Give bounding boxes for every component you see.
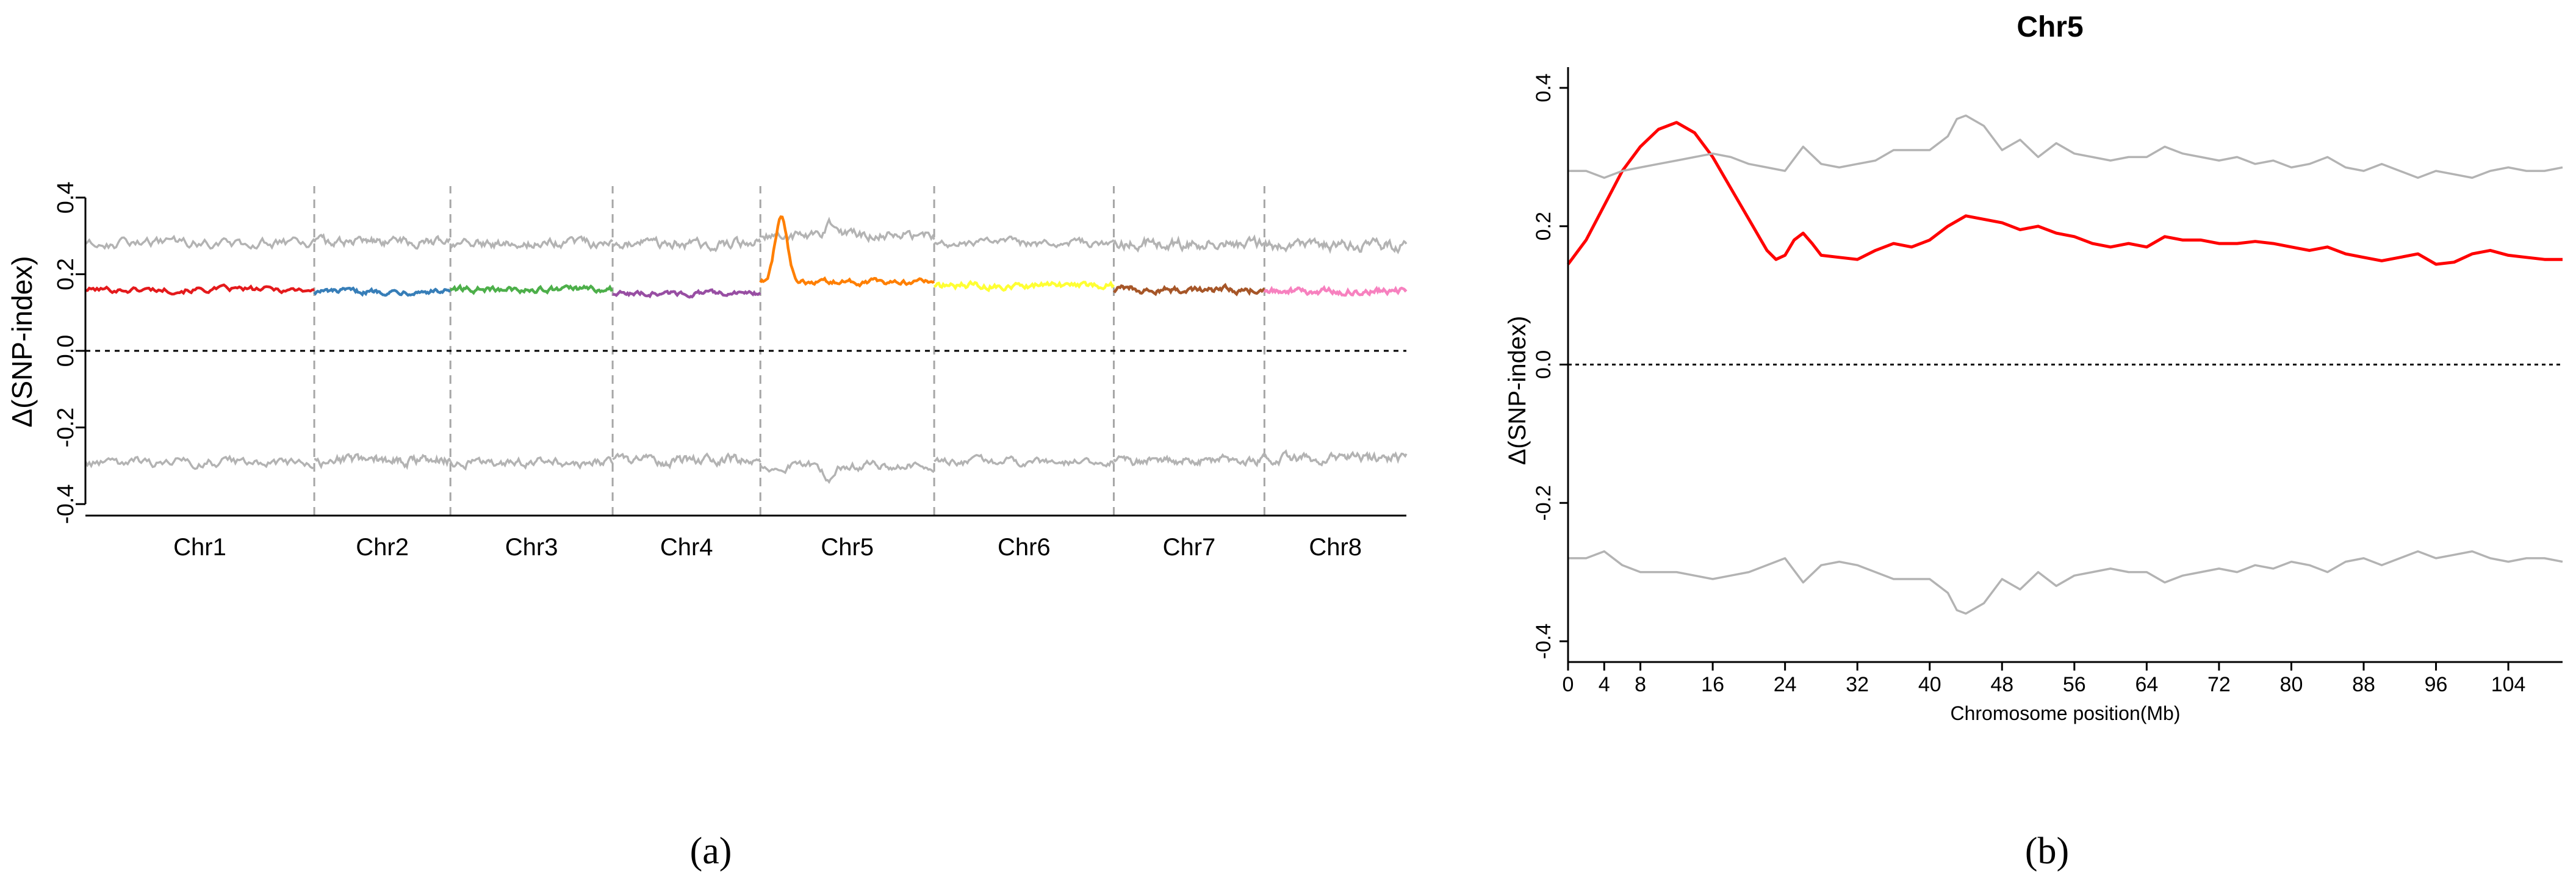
- chromosome-series: [85, 215, 1408, 299]
- lower-threshold-chr6: [934, 453, 1115, 468]
- lower-threshold-chr2: [314, 453, 452, 470]
- y-tick-label: 0.0: [53, 335, 79, 367]
- y-ticks: -0.4 -0.2 0.0 0.2 0.4: [1532, 73, 1568, 659]
- chromosome-label-chr2: Chr2: [356, 534, 409, 561]
- series-chr8: [1263, 284, 1408, 297]
- x-axis-label: Chromosome position(Mb): [1950, 702, 2180, 724]
- threshold-lines: [84, 217, 1408, 484]
- series-chr6: [933, 279, 1115, 293]
- x-tick-label: 4: [1599, 673, 1610, 696]
- chromosome-label-chr5: Chr5: [821, 534, 874, 561]
- x-tick-label: 88: [2352, 673, 2375, 696]
- x-tick-label: 48: [1990, 673, 2013, 696]
- y-tick-label: 0.2: [53, 258, 79, 290]
- chromosome-label-chr8: Chr8: [1309, 534, 1362, 561]
- upper-threshold-chr1: [84, 234, 315, 250]
- panel-a-chart: -0.4-0.20.00.20.4 Chr1 Chr2 Chr3 Chr4 Chr5 Ch…: [6, 181, 1408, 561]
- y-tick-label: -0.4: [53, 484, 79, 524]
- upper-threshold-chr2: [313, 232, 451, 250]
- chromosome-label-chr6: Chr6: [998, 534, 1051, 561]
- x-tick-label: 8: [1635, 673, 1646, 696]
- y-tick-label: 0.2: [1532, 212, 1555, 240]
- upper-threshold-chr6: [934, 236, 1115, 249]
- lower-threshold-line: [1568, 550, 2563, 615]
- x-tick-label: 72: [2207, 673, 2231, 696]
- panel-label-a: (a): [690, 830, 732, 872]
- upper-threshold-chr7: [1112, 234, 1265, 253]
- series-chr1: [85, 283, 315, 296]
- y-tick-label: -0.4: [1532, 624, 1555, 660]
- x-tick-label: 24: [1774, 673, 1797, 696]
- delta-snp-index-line: [1566, 121, 2563, 266]
- y-tick-label: -0.2: [53, 408, 79, 447]
- x-tick-label: 96: [2425, 673, 2448, 696]
- chromosome-label-chr7: Chr7: [1163, 534, 1216, 561]
- chromosome-label-chr1: Chr1: [173, 534, 226, 561]
- panel-b-chart: Chr5 -0.4-0.20.00.20.4 0 4 8 16 24 32 40 48 56 64…: [1504, 11, 2563, 724]
- series-chr7: [1113, 283, 1266, 297]
- chart-title: Chr5: [2017, 11, 2083, 43]
- series-lines: [1566, 114, 2563, 615]
- y-tick-label: 0.0: [1532, 350, 1555, 379]
- x-tick-label: 16: [1701, 673, 1724, 696]
- y-tick-label: 0.4: [53, 181, 79, 214]
- x-ticks: 0 4 8 16 24 32 40 48 56 64 72 80 88 96 104: [1563, 662, 2526, 696]
- upper-threshold-chr3: [449, 235, 614, 250]
- lower-threshold-chr1: [84, 454, 315, 470]
- y-ticks: -0.4 -0.2 0.0 0.2 0.4: [53, 181, 85, 524]
- series-chr5: [759, 215, 935, 288]
- x-tick-label: 80: [2280, 673, 2303, 696]
- series-chr4: [612, 288, 761, 299]
- lower-threshold-chr7: [1113, 452, 1265, 467]
- upper-threshold-line: [1568, 114, 2563, 179]
- upper-threshold-chr5: [760, 217, 935, 243]
- x-tick-label: 0: [1563, 673, 1574, 696]
- x-tick-label: 64: [2135, 673, 2158, 696]
- lower-threshold-chr5: [759, 459, 935, 484]
- y-axis-label: Δ(SNP-index): [6, 256, 38, 427]
- x-tick-label: 56: [2063, 673, 2086, 696]
- x-tick-label: 32: [1846, 673, 1869, 696]
- chromosome-label-chr4: Chr4: [660, 534, 713, 561]
- y-axis-label: Δ(SNP-index): [1504, 316, 1531, 466]
- lower-threshold-chr3: [449, 456, 614, 471]
- chromosome-label-chr3: Chr3: [505, 534, 558, 561]
- upper-threshold-chr4: [611, 236, 761, 253]
- y-tick-label: -0.2: [1532, 485, 1555, 521]
- x-tick-label: 104: [2491, 673, 2526, 696]
- series-chr2: [313, 286, 451, 297]
- upper-threshold-chr8: [1263, 237, 1408, 254]
- x-tick-label: 40: [1918, 673, 1941, 696]
- lower-threshold-chr8: [1263, 449, 1408, 467]
- panel-label-b: (b): [2025, 830, 2069, 872]
- series-chr3: [449, 283, 614, 295]
- chromosome-labels: Chr1 Chr2 Chr3 Chr4 Chr5 Chr6 Chr7 Chr8: [173, 534, 1362, 561]
- y-tick-label: 0.4: [1532, 73, 1555, 102]
- lower-threshold-chr4: [612, 452, 761, 470]
